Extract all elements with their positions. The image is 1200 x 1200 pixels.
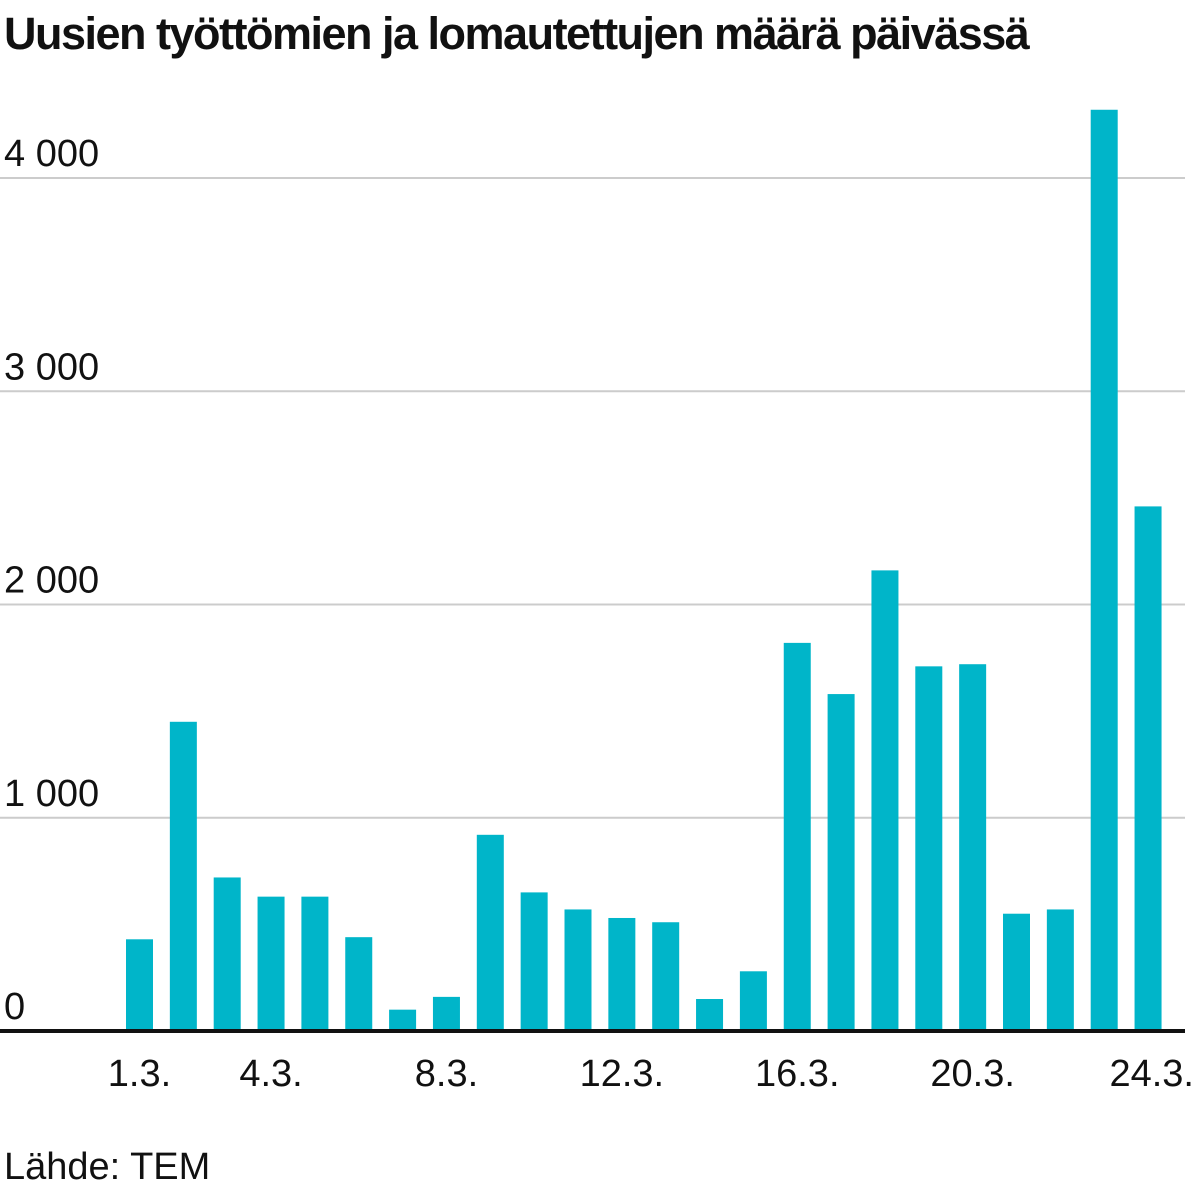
y-axis-tick-labels: 0 1 000 2 000 3 000 4 000 bbox=[4, 133, 99, 1028]
bar bbox=[827, 694, 855, 1031]
x-tick-label: 12.3. bbox=[580, 1053, 665, 1095]
bar bbox=[432, 996, 460, 1031]
y-tick-label: 1 000 bbox=[4, 773, 99, 815]
bar bbox=[520, 892, 548, 1031]
bar bbox=[1003, 913, 1030, 1031]
bar bbox=[389, 1009, 417, 1031]
source-note: Lähde: TEM bbox=[4, 1146, 211, 1188]
x-tick-label: 8.3. bbox=[415, 1053, 478, 1095]
y-tick-label: 2 000 bbox=[4, 560, 99, 602]
x-tick-label: 1.3. bbox=[108, 1053, 171, 1095]
bar bbox=[871, 570, 899, 1031]
bar bbox=[213, 877, 241, 1031]
gridlines bbox=[0, 177, 1185, 819]
y-tick-label: 3 000 bbox=[4, 346, 99, 388]
bar bbox=[1090, 109, 1118, 1031]
bar bbox=[257, 896, 285, 1031]
bar bbox=[476, 834, 504, 1031]
bar bbox=[126, 939, 153, 1031]
chart-title: Uusien työttömien ja lomautettujen määrä… bbox=[4, 8, 1030, 59]
bar bbox=[1134, 506, 1162, 1031]
bar bbox=[959, 664, 987, 1031]
x-tick-label: 16.3. bbox=[755, 1053, 840, 1095]
x-tick-label: 24.3. bbox=[1109, 1053, 1194, 1095]
bar bbox=[564, 909, 592, 1031]
bar bbox=[696, 999, 724, 1031]
bar bbox=[783, 642, 811, 1031]
bars bbox=[126, 109, 1162, 1031]
x-axis-tick-labels: 1.3. 4.3. 8.3. 12.3. 16.3. 20.3. 24.3. bbox=[108, 1053, 1194, 1095]
y-tick-label: 0 bbox=[4, 986, 25, 1028]
bar bbox=[169, 721, 197, 1031]
bar bbox=[915, 666, 943, 1031]
x-tick-label: 4.3. bbox=[239, 1053, 302, 1095]
bar bbox=[345, 937, 373, 1031]
y-tick-label: 4 000 bbox=[4, 133, 99, 175]
bar bbox=[1046, 909, 1074, 1031]
bar bbox=[301, 896, 329, 1031]
bar bbox=[652, 922, 680, 1031]
x-tick-label: 20.3. bbox=[930, 1053, 1015, 1095]
bar bbox=[608, 917, 636, 1031]
bar bbox=[739, 971, 767, 1031]
